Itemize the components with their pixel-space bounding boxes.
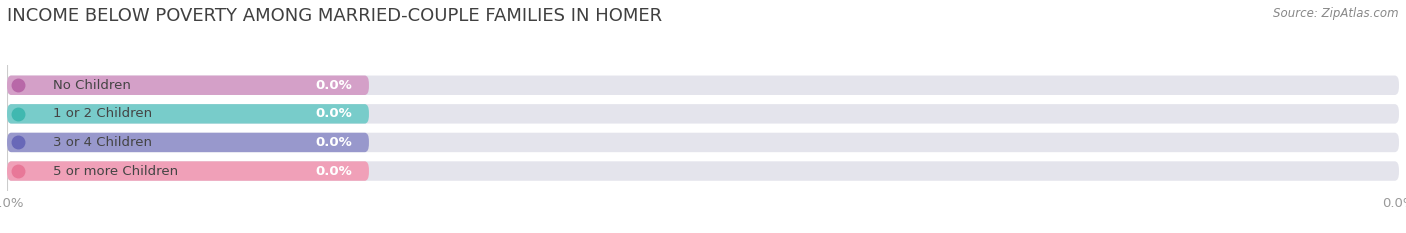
Text: 5 or more Children: 5 or more Children: [53, 164, 179, 178]
FancyBboxPatch shape: [7, 133, 1399, 152]
Text: No Children: No Children: [53, 79, 131, 92]
FancyBboxPatch shape: [7, 75, 1399, 95]
FancyBboxPatch shape: [7, 161, 368, 181]
Text: 0.0%: 0.0%: [315, 136, 353, 149]
FancyBboxPatch shape: [7, 161, 1399, 181]
Text: Source: ZipAtlas.com: Source: ZipAtlas.com: [1274, 7, 1399, 20]
Text: 0.0%: 0.0%: [315, 79, 353, 92]
Text: 0.0%: 0.0%: [315, 164, 353, 178]
FancyBboxPatch shape: [7, 104, 1399, 123]
Text: 3 or 4 Children: 3 or 4 Children: [53, 136, 152, 149]
Text: INCOME BELOW POVERTY AMONG MARRIED-COUPLE FAMILIES IN HOMER: INCOME BELOW POVERTY AMONG MARRIED-COUPL…: [7, 7, 662, 25]
Text: 0.0%: 0.0%: [315, 107, 353, 120]
FancyBboxPatch shape: [7, 133, 368, 152]
FancyBboxPatch shape: [7, 104, 368, 123]
Text: 1 or 2 Children: 1 or 2 Children: [53, 107, 152, 120]
FancyBboxPatch shape: [7, 75, 368, 95]
